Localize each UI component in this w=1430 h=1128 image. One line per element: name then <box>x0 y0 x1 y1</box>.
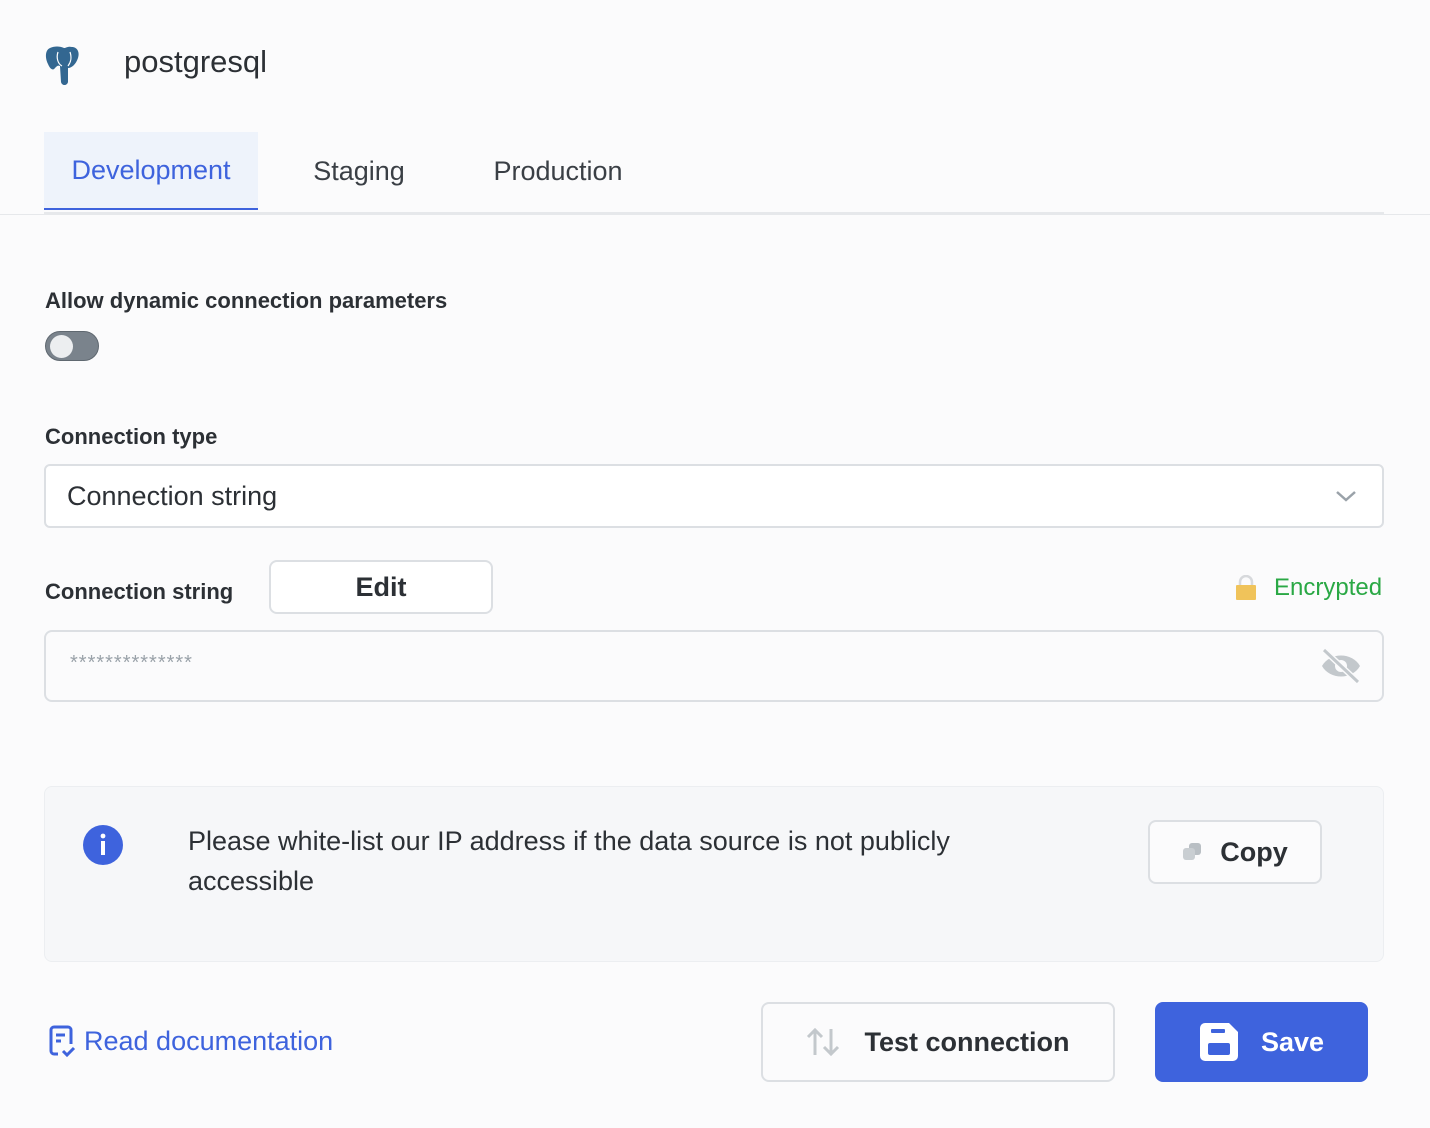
notice-text: Please white-list our IP address if the … <box>188 826 950 896</box>
eye-off-icon[interactable] <box>1320 646 1362 686</box>
read-documentation-label: Read documentation <box>84 1025 334 1056</box>
save-button[interactable]: Save <box>1155 1002 1368 1082</box>
tab-staging[interactable]: Staging <box>313 155 405 186</box>
postgresql-logo-icon <box>45 46 79 85</box>
connection-type-select[interactable]: Connection string <box>44 464 1384 528</box>
encrypted-label: Encrypted <box>1274 574 1383 601</box>
copy-icon <box>1183 843 1202 860</box>
ip-whitelist-notice: Please white-list our IP address if the … <box>44 786 1384 962</box>
connection-type-value: Connection string <box>67 480 278 511</box>
tab-divider <box>0 214 1430 215</box>
save-label: Save <box>1260 1026 1325 1057</box>
document-check-icon <box>49 1025 76 1058</box>
connection-type-label: Connection type <box>45 424 218 449</box>
dynamic-params-toggle[interactable] <box>45 331 99 361</box>
arrows-up-down-icon <box>807 1027 840 1057</box>
copy-label: Copy <box>1220 836 1288 867</box>
datasource-title: postgresql <box>124 44 268 79</box>
chevron-down-icon <box>1336 491 1356 502</box>
test-connection-label: Test connection <box>864 1026 1070 1057</box>
connection-string-input[interactable]: ************** <box>44 630 1384 702</box>
copy-button[interactable]: Copy <box>1148 820 1322 884</box>
encrypted-indicator: Encrypted <box>1234 574 1382 602</box>
tab-production[interactable]: Production <box>493 155 623 186</box>
environment-tabs: Development Staging Production <box>44 132 1384 214</box>
tab-development[interactable]: Development <box>44 132 258 210</box>
edit-button[interactable]: Edit <box>269 560 493 614</box>
connection-string-label: Connection string <box>45 579 234 604</box>
connection-string-value: ************** <box>70 652 193 674</box>
test-connection-button[interactable]: Test connection <box>761 1002 1115 1082</box>
dynamic-params-label: Allow dynamic connection parameters <box>45 288 448 313</box>
info-icon <box>83 825 123 865</box>
read-documentation-link[interactable]: Read documentation <box>48 1024 333 1058</box>
save-icon <box>1199 1023 1238 1061</box>
lock-icon <box>1236 575 1256 600</box>
